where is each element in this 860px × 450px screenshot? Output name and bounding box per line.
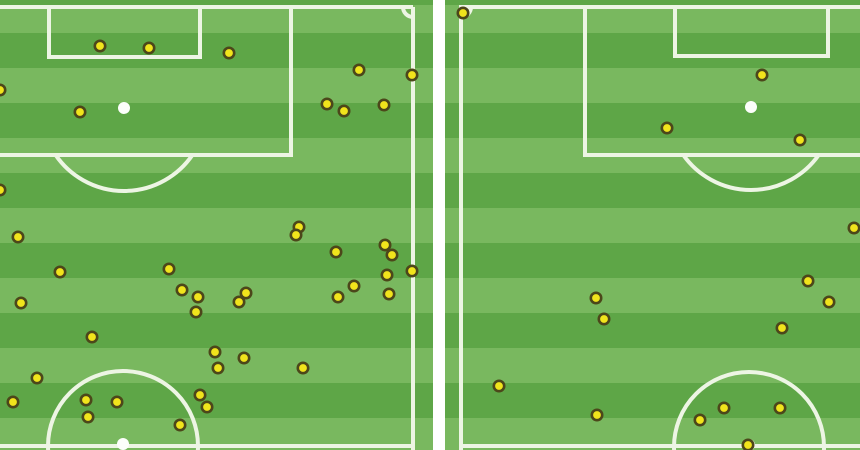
touch-dot bbox=[6, 395, 20, 409]
touch-dot bbox=[85, 330, 99, 344]
touch-dot bbox=[79, 393, 93, 407]
touch-dot bbox=[380, 268, 394, 282]
touch-dot bbox=[847, 221, 860, 235]
touch-dot bbox=[320, 97, 334, 111]
touch-dot bbox=[200, 400, 214, 414]
touch-dot bbox=[73, 105, 87, 119]
touch-dot bbox=[590, 408, 604, 422]
touch-dot bbox=[222, 46, 236, 60]
touch-dot bbox=[329, 245, 343, 259]
right-penalty-spot bbox=[745, 101, 757, 113]
touch-dot bbox=[717, 401, 731, 415]
touch-dot bbox=[347, 279, 361, 293]
touch-dot bbox=[352, 63, 366, 77]
touch-dot bbox=[693, 413, 707, 427]
right-pitch bbox=[445, 0, 860, 450]
touch-dot bbox=[331, 290, 345, 304]
touch-dot bbox=[11, 230, 25, 244]
touch-dot bbox=[822, 295, 836, 309]
touch-dot bbox=[0, 83, 7, 97]
touch-dot bbox=[30, 371, 44, 385]
touch-dot bbox=[189, 305, 203, 319]
right-pitch-svg bbox=[445, 0, 860, 450]
pitch-divider bbox=[433, 0, 445, 450]
touch-dot bbox=[773, 401, 787, 415]
touch-dot bbox=[175, 283, 189, 297]
touch-dot bbox=[801, 274, 815, 288]
touch-dot bbox=[337, 104, 351, 118]
touch-dot bbox=[173, 418, 187, 432]
touch-dot bbox=[237, 351, 251, 365]
left-center-spot bbox=[117, 438, 129, 450]
touch-dot bbox=[142, 41, 156, 55]
touch-dot bbox=[377, 98, 391, 112]
touch-dot bbox=[382, 287, 396, 301]
touch-dot bbox=[296, 361, 310, 375]
touch-dot bbox=[110, 395, 124, 409]
touch-dot bbox=[81, 410, 95, 424]
touch-dot bbox=[456, 6, 470, 20]
touch-dot bbox=[191, 290, 205, 304]
touch-dot bbox=[405, 264, 419, 278]
touch-dot bbox=[211, 361, 225, 375]
left-penalty-spot bbox=[118, 102, 130, 114]
touch-dot bbox=[232, 295, 246, 309]
touch-dot bbox=[793, 133, 807, 147]
touch-dot bbox=[741, 438, 755, 450]
touch-dot bbox=[589, 291, 603, 305]
touch-dot bbox=[597, 312, 611, 326]
left-pitch bbox=[0, 0, 433, 450]
touch-dot bbox=[162, 262, 176, 276]
left-pitch-svg bbox=[0, 0, 433, 450]
touch-dot bbox=[53, 265, 67, 279]
touch-dot bbox=[378, 238, 392, 252]
touch-dot bbox=[775, 321, 789, 335]
touch-dot bbox=[492, 379, 506, 393]
touch-dot bbox=[405, 68, 419, 82]
touch-dot bbox=[93, 39, 107, 53]
touch-dot bbox=[0, 183, 7, 197]
touch-dot bbox=[239, 286, 253, 300]
touch-dot bbox=[289, 228, 303, 242]
touch-dot bbox=[660, 121, 674, 135]
touch-dot bbox=[193, 388, 207, 402]
touch-dot bbox=[208, 345, 222, 359]
touch-dot bbox=[385, 248, 399, 262]
touch-dot bbox=[14, 296, 28, 310]
touch-dot bbox=[755, 68, 769, 82]
